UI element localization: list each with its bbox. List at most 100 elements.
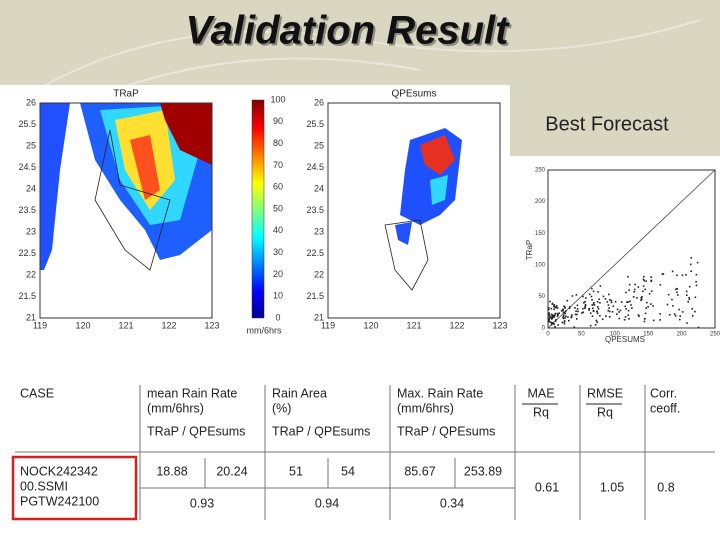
scatter-dot [591,315,594,317]
y-tick-label: 21 [26,312,36,322]
scatter-dot [557,314,559,316]
scatter-dot [619,309,622,312]
header-cell: mean Rain Rate [147,386,237,400]
scatter-dot [652,319,655,322]
scatter-dot [640,297,642,299]
globe-arc [39,19,701,89]
scatter-dot [633,288,636,291]
scatter-dot [608,307,610,309]
scatter-dot [678,308,680,311]
scatter-dot [554,320,557,322]
scatter-dot [574,313,577,316]
scatter-dot [608,310,611,313]
header-cell: (%) [272,401,291,415]
scatter-dot [576,304,579,307]
diagonal [547,169,716,329]
scatter-dot [576,318,578,320]
scatter-dot [605,315,607,317]
scatter-dot [591,299,593,301]
y-tick-label: 150 [535,231,546,237]
scatter-dot [575,310,577,312]
scatter-dot [584,300,586,303]
scatter-dot [563,314,565,316]
scatter-dot [592,309,595,312]
colorbar-unit: mm/6hrs [246,325,282,335]
header-cell: Corr. [650,386,677,400]
scatter-dot [555,306,558,309]
scatter-dot [627,301,629,303]
scatter-dot [688,298,691,301]
x-tick-label: 121 [118,320,133,330]
scatter-dot [611,311,614,313]
scatter-dot [694,310,696,313]
scatter-dot [695,284,698,287]
scatter-dot [576,308,579,310]
colorbar-tick-label: 60 [273,182,283,192]
scatter-dot [618,311,620,313]
scatter-dot [643,275,645,278]
y-tick-label: 26 [314,97,324,107]
y-tick-label: 24.5 [18,162,36,172]
scatter-dot [616,313,618,315]
map-frame [39,102,213,319]
subheader-cell: TRaP / QPEsums [397,424,495,438]
scatter-dot [676,291,678,294]
y-tick-label: 23 [314,226,324,236]
scatter-dot [681,274,684,276]
y-tick-label: 21.5 [306,291,324,301]
error-cell: 0.61 [535,480,559,494]
colorbar-tick-label: 0 [275,312,280,322]
scatter-dot [640,299,642,302]
scatter-dot [643,279,645,282]
scatter-cloud [548,257,700,329]
scatter-dot [589,324,592,327]
scatter-dot [556,315,559,318]
scatter-dot [549,300,551,303]
scatter-dot [548,308,550,311]
scatter-dot [554,306,556,308]
scatter-dot [563,320,566,322]
y-tick-label: 25.5 [18,119,36,129]
scatter-dot [650,303,652,305]
scatter-dot [676,274,678,277]
scatter-dot [625,308,627,310]
scatter-dot [618,317,621,320]
scatter-dot [551,302,554,305]
colorbar-tick-label: 70 [273,160,283,170]
scatter-dot [584,305,587,307]
scatter-dot [627,314,629,316]
scatter-dot [564,317,566,319]
header-cell: CASE [20,386,54,400]
x-tick-label: 119 [321,320,335,330]
scatter-dot [550,313,553,316]
label-band [510,88,720,156]
scatter-dot [628,318,630,320]
y-tick-label: 250 [535,168,546,174]
scatter-dot [569,306,571,308]
scatter-dot [561,321,564,324]
scatter-dot [624,316,627,318]
header-cell: Rq [533,405,549,419]
scatter-dot [638,315,640,318]
scatter-dot [671,298,673,301]
y-tick-label: 25 [26,140,36,150]
scatter-dot [555,305,558,307]
qpe-field [328,103,500,318]
scatter-dot [568,307,571,310]
error-cell: 1.05 [600,480,624,494]
y-tick-label: 23.5 [18,205,36,215]
x-tick-label: 123 [492,320,507,330]
scatter-dot [570,316,572,319]
header-cell: Rain Area [272,386,327,400]
y-tick-label: 24.5 [306,162,324,172]
scatter-dot [650,290,653,293]
scatter-dot [565,315,567,318]
scatter-dot [548,319,550,322]
scatter-dot [690,257,693,259]
scatter-dot [581,312,583,314]
y-tick-label: 22.5 [306,248,324,258]
scatter-dot [584,307,586,310]
scatter-dot [564,310,567,312]
y-tick-label: 24 [314,183,324,193]
scatter-dot [593,302,595,304]
